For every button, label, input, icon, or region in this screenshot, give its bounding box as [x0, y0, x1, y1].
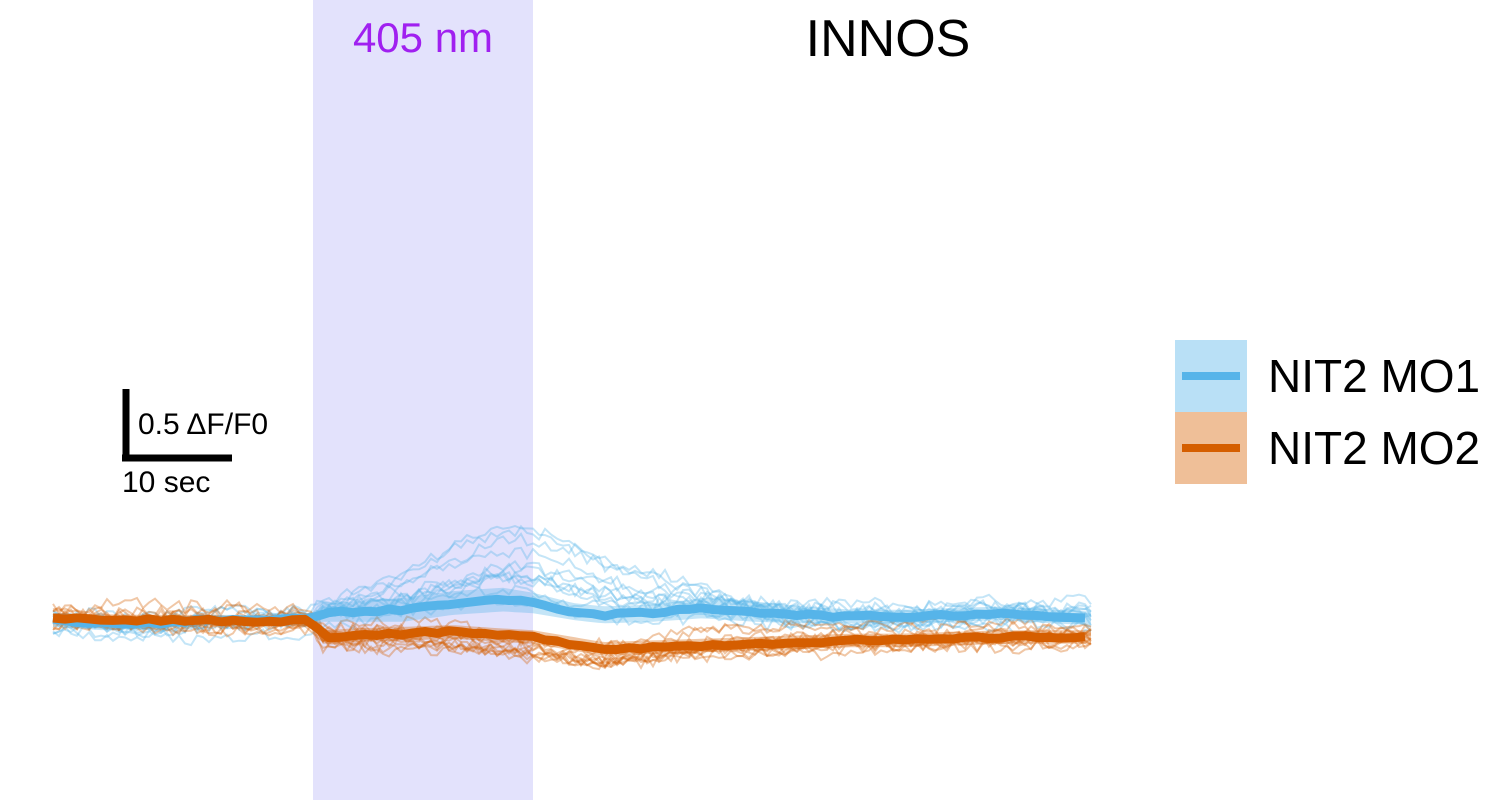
trace-2-7	[52, 604, 1092, 667]
stimulus-band	[313, 0, 533, 800]
trace-1-5	[52, 573, 1092, 624]
mean-lines	[52, 594, 1086, 654]
legend-label-1: NIT2 MO1	[1268, 350, 1480, 402]
legend: NIT2 MO1 NIT2 MO2	[1175, 340, 1480, 484]
scale-bar: 0.5 ΔF/F0 10 sec	[122, 389, 268, 499]
mean-line-2	[52, 613, 1086, 654]
trace-1-11	[52, 546, 1092, 641]
chart-title: INNOS	[806, 10, 971, 68]
legend-label-2: NIT2 MO2	[1268, 422, 1480, 474]
stimulus-label: 405 nm	[353, 14, 493, 61]
scale-bar-x-label: 10 sec	[122, 466, 210, 499]
trace-2-6	[52, 619, 1092, 662]
trace-1-3	[52, 571, 1092, 647]
scale-bar-y-label: 0.5 ΔF/F0	[138, 408, 268, 441]
